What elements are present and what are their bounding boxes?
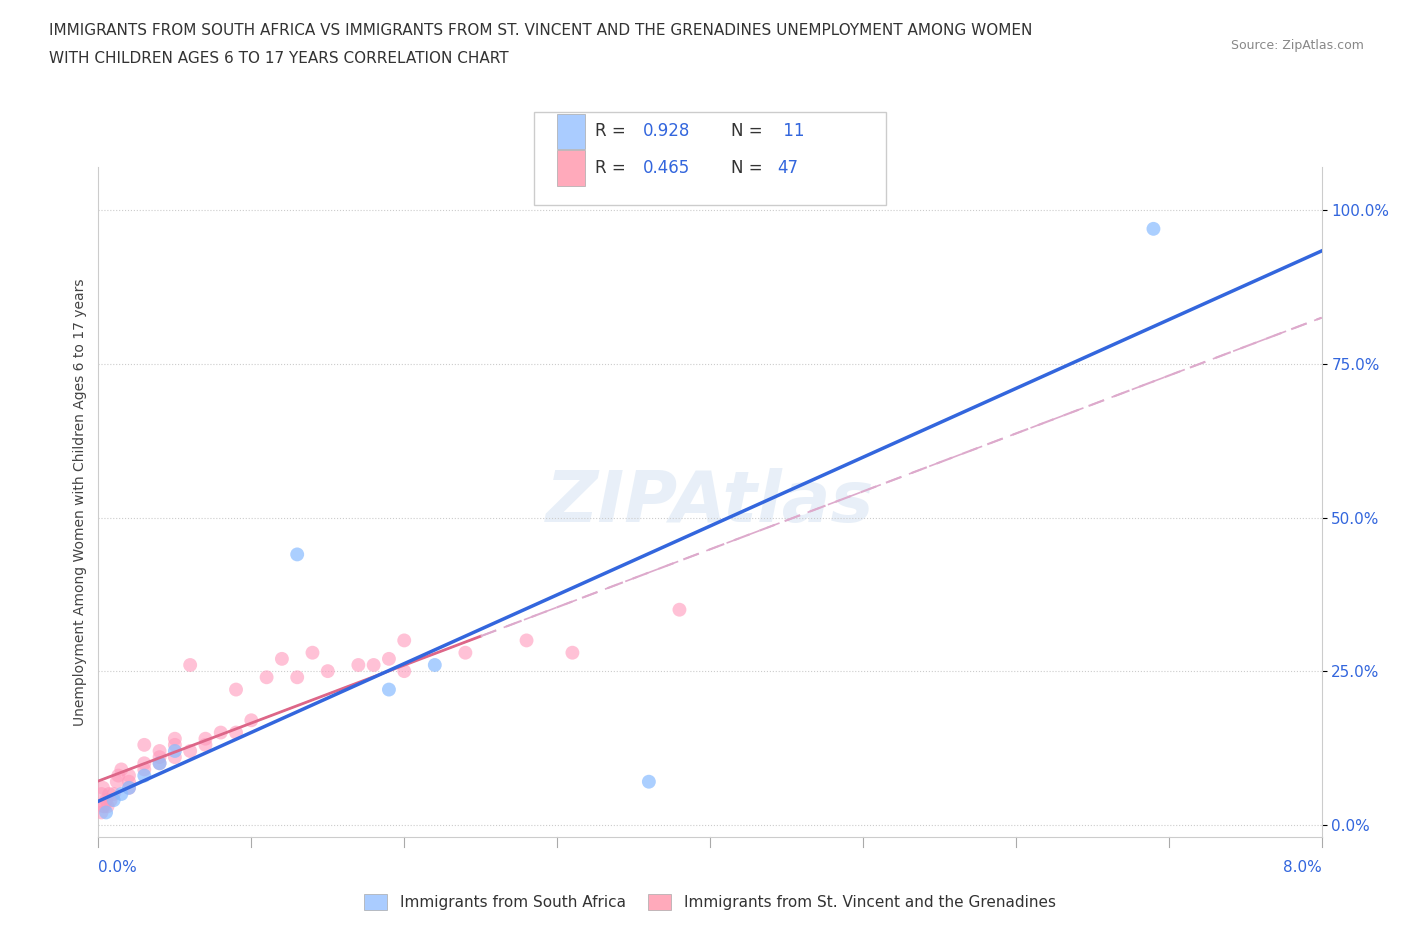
Point <box>110 787 132 802</box>
Point <box>94 792 117 807</box>
Point <box>149 750 172 764</box>
Point <box>392 633 416 648</box>
Point <box>90 805 112 820</box>
Point <box>285 670 308 684</box>
Point <box>134 756 156 771</box>
Point <box>163 731 186 746</box>
Point <box>194 737 217 752</box>
Point <box>90 787 112 802</box>
Point <box>668 603 690 618</box>
Text: WITH CHILDREN AGES 6 TO 17 YEARS CORRELATION CHART: WITH CHILDREN AGES 6 TO 17 YEARS CORRELA… <box>49 51 509 66</box>
Point <box>392 664 416 679</box>
Point <box>301 645 323 660</box>
Point <box>105 775 128 790</box>
Point <box>149 756 172 771</box>
Text: Source: ZipAtlas.com: Source: ZipAtlas.com <box>1230 39 1364 52</box>
Point <box>149 744 172 759</box>
Text: ZIPAtlas: ZIPAtlas <box>546 468 875 537</box>
Point <box>149 756 172 771</box>
Point <box>91 799 114 814</box>
Text: 11: 11 <box>778 123 804 140</box>
Text: R =: R = <box>595 159 631 177</box>
Point <box>179 744 201 759</box>
Point <box>561 645 583 660</box>
Point <box>163 737 186 752</box>
Point <box>98 787 121 802</box>
Text: N =: N = <box>731 159 768 177</box>
Point <box>256 670 278 684</box>
Point <box>110 762 132 777</box>
Text: N =: N = <box>731 123 768 140</box>
Point <box>316 664 339 679</box>
Text: 0.928: 0.928 <box>643 123 690 140</box>
Point <box>378 682 401 697</box>
Point <box>118 775 141 790</box>
Point <box>97 799 120 814</box>
Point <box>285 547 308 562</box>
Point <box>94 805 117 820</box>
Legend: Immigrants from South Africa, Immigrants from St. Vincent and the Grenadines: Immigrants from South Africa, Immigrants… <box>359 888 1062 916</box>
Point <box>100 792 122 807</box>
Point <box>163 744 186 759</box>
Point <box>637 775 661 790</box>
Point <box>378 651 401 666</box>
Point <box>134 762 156 777</box>
Point <box>516 633 538 648</box>
Text: R =: R = <box>595 123 631 140</box>
Point <box>91 780 114 795</box>
Point <box>134 737 156 752</box>
Point <box>194 731 217 746</box>
Point <box>225 725 247 740</box>
Point <box>103 792 125 807</box>
Point <box>118 780 141 795</box>
Y-axis label: Unemployment Among Women with Children Ages 6 to 17 years: Unemployment Among Women with Children A… <box>73 278 87 726</box>
Text: 0.0%: 0.0% <box>98 860 138 875</box>
Point <box>118 768 141 783</box>
Point <box>134 768 156 783</box>
Point <box>107 768 129 783</box>
Text: 8.0%: 8.0% <box>1282 860 1322 875</box>
Text: 0.465: 0.465 <box>643 159 690 177</box>
Point <box>179 658 201 672</box>
Text: IMMIGRANTS FROM SOUTH AFRICA VS IMMIGRANTS FROM ST. VINCENT AND THE GRENADINES U: IMMIGRANTS FROM SOUTH AFRICA VS IMMIGRAN… <box>49 23 1032 38</box>
Point <box>454 645 477 660</box>
Text: 47: 47 <box>778 159 799 177</box>
Point <box>93 799 115 814</box>
Point <box>163 750 186 764</box>
Point <box>103 787 125 802</box>
Point <box>209 725 232 740</box>
Point <box>225 682 247 697</box>
Point <box>423 658 446 672</box>
Point <box>270 651 294 666</box>
Point <box>118 780 141 795</box>
Point <box>240 712 263 727</box>
Point <box>347 658 370 672</box>
Point <box>1142 221 1164 236</box>
Point <box>363 658 385 672</box>
